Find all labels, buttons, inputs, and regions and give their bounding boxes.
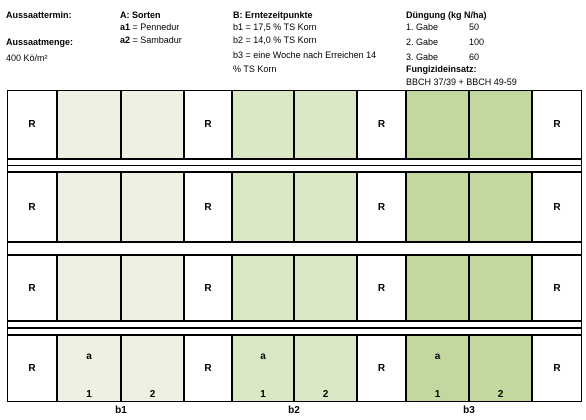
plot-cell-b3 <box>406 335 469 402</box>
plot-cell-b2 <box>232 255 294 321</box>
erntezeitpunkte-title: B: Erntezeitpunkte <box>233 10 313 20</box>
row-separator <box>7 321 582 328</box>
duengung-gabe-label: 3. Gabe <box>406 52 439 62</box>
border-row-label: R <box>28 363 36 374</box>
border-row-label: R <box>204 201 212 213</box>
border-row-cell: R <box>184 335 232 402</box>
fungizid-title: Fungizideinsatz: <box>406 64 477 74</box>
plot-cell-b3 <box>469 172 532 242</box>
erntezeitpunkt-line: % TS Korn <box>233 64 277 74</box>
plot-cell-b1 <box>57 172 121 242</box>
sorte-item-a1: a1 = Pennedur <box>120 22 179 33</box>
fungizid-value: BBCH 37/39 + BBCH 49-59 <box>406 77 517 87</box>
sorte-label: a <box>260 351 266 362</box>
duengung-gabe-label: 1. Gabe <box>406 22 439 32</box>
plot-cell-b1 <box>57 90 121 159</box>
border-row-label: R <box>377 282 386 294</box>
sorte-label: a <box>86 351 92 362</box>
aussaatmenge-value: 400 Kö/m² <box>6 53 48 63</box>
border-row-cell: R <box>7 335 57 402</box>
border-row-cell: R <box>357 255 406 321</box>
border-row-cell: R <box>357 172 406 242</box>
plot-cell-b2 <box>294 90 357 159</box>
plot-cell-b1 <box>121 335 184 402</box>
plot-cell-b1 <box>121 90 184 159</box>
aussaatmenge-label: Aussaatmenge: <box>6 37 74 47</box>
sorte-item-a2: a2 = Sambadur <box>120 35 182 46</box>
plot-cell-b2 <box>294 335 357 402</box>
border-row-cell: R <box>7 255 57 321</box>
border-row-cell: R <box>184 172 232 242</box>
column-number-label: 1 <box>260 389 266 400</box>
row-separator <box>7 328 582 335</box>
plot-cell-b3 <box>406 90 469 159</box>
column-number-label: 1 <box>86 389 92 400</box>
erntezeitpunkt-line: b1 = 17,5 % TS Korn <box>233 22 317 32</box>
sorte-code: a2 <box>120 35 131 45</box>
border-row-label: R <box>553 201 561 213</box>
row-separator <box>7 165 582 172</box>
border-row-label: R <box>204 119 212 130</box>
erntezeitpunkt-line: b3 = eine Woche nach Erreichen 14 <box>233 50 377 60</box>
border-row-cell: R <box>357 335 406 402</box>
border-row-label: R <box>553 282 561 294</box>
sorte-name: = Sambadur <box>130 35 182 45</box>
border-row-label: R <box>28 282 36 294</box>
border-row-cell: R <box>7 172 57 242</box>
duengung-gabe-value: 50 <box>469 22 480 32</box>
sorten-title: A: Sorten <box>120 10 161 20</box>
sorte-label: a <box>434 351 441 362</box>
plot-cell-b1 <box>57 255 121 321</box>
border-row-label: R <box>377 119 386 130</box>
aussaattermin-label: Aussaattermin: <box>6 10 72 20</box>
border-row-cell: R <box>532 90 582 159</box>
row-separator <box>7 242 582 255</box>
sorte-code: a1 <box>120 22 131 32</box>
column-number-label: 2 <box>149 389 156 400</box>
border-row-label: R <box>204 363 212 374</box>
plot-cell-b3 <box>469 90 532 159</box>
erntezeitpunkt-line: b2 = 14,0 % TS Korn <box>233 35 317 45</box>
duengung-gabe-label: 2. Gabe <box>406 37 439 47</box>
duengung-title: Düngung (kg N/ha) <box>406 10 487 20</box>
duengung-gabe-value: 100 <box>469 37 485 47</box>
border-row-label: R <box>28 119 36 130</box>
plot-cell-b3 <box>406 255 469 321</box>
plot-cell-b2 <box>294 172 357 242</box>
border-row-cell: R <box>184 255 232 321</box>
border-row-cell: R <box>184 90 232 159</box>
plot-cell-b3 <box>406 172 469 242</box>
plot-cell-b2 <box>232 90 294 159</box>
border-row-cell: R <box>532 335 582 402</box>
border-row-label: R <box>553 363 561 374</box>
plot-cell-b1 <box>121 255 184 321</box>
block-label-b2: b2 <box>288 405 300 416</box>
border-row-cell: R <box>532 172 582 242</box>
border-row-label: R <box>553 119 561 130</box>
sorte-name: = Pennedur <box>130 22 180 32</box>
plot-cell-b2 <box>294 255 357 321</box>
border-row-label: R <box>377 201 386 213</box>
border-row-cell: R <box>7 90 57 159</box>
border-row-label: R <box>377 363 386 374</box>
plot-cell-b3 <box>469 255 532 321</box>
border-row-label: R <box>204 282 212 294</box>
border-row-cell: R <box>532 255 582 321</box>
plot-cell-b2 <box>232 172 294 242</box>
column-number-label: 2 <box>322 389 329 400</box>
plot-cell-b1 <box>121 172 184 242</box>
border-row-cell: R <box>357 90 406 159</box>
plot-cell-b2 <box>232 335 294 402</box>
block-label-b3: b3 <box>463 405 475 416</box>
plot-cell-b1 <box>57 335 121 402</box>
block-label-b1: b1 <box>115 405 127 416</box>
column-number-label: 1 <box>434 389 441 400</box>
plot-cell-b3 <box>469 335 532 402</box>
column-number-label: 2 <box>497 389 504 400</box>
duengung-gabe-value: 60 <box>469 52 480 62</box>
border-row-label: R <box>28 201 36 213</box>
